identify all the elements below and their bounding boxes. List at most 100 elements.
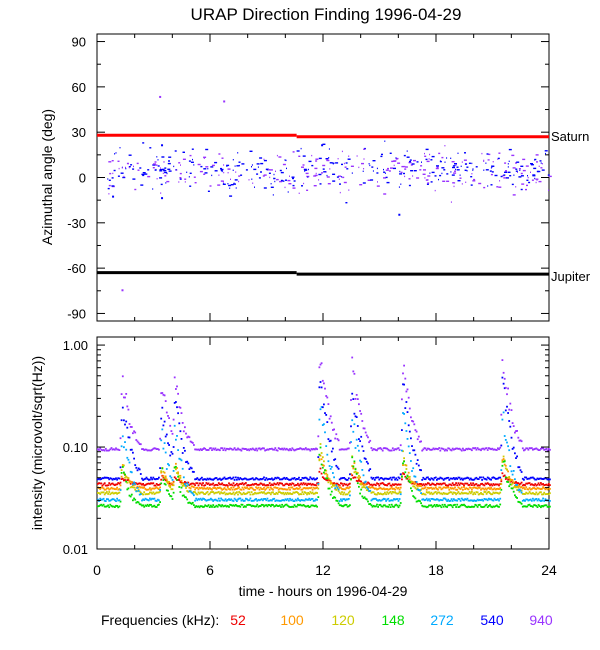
- intensity-point: [228, 448, 230, 451]
- azimuth-point: [108, 161, 112, 163]
- intensity-point: [314, 499, 316, 502]
- intensity-point: [276, 476, 279, 479]
- azimuth-point: [194, 182, 197, 184]
- intensity-point: [506, 480, 508, 483]
- intensity-point: [268, 478, 271, 480]
- azimuth-point: [163, 161, 165, 163]
- intensity-point: [345, 479, 348, 481]
- intensity-point: [139, 493, 142, 495]
- intensity-point: [249, 478, 252, 480]
- intensity-point: [497, 505, 499, 508]
- intensity-point: [153, 493, 156, 495]
- intensity-point: [326, 475, 329, 478]
- intensity-point: [542, 497, 544, 500]
- intensity-point: [498, 476, 500, 479]
- intensity-point: [293, 500, 296, 502]
- intensity-point: [536, 483, 539, 486]
- intensity-point: [423, 499, 426, 502]
- azimuth-point: [436, 166, 439, 168]
- intensity-point: [213, 492, 216, 495]
- azimuth-point: [161, 156, 165, 158]
- azimuth-point: [325, 158, 329, 160]
- azimuth-point: [422, 173, 426, 175]
- intensity-point: [546, 449, 549, 452]
- intensity-point: [317, 484, 320, 486]
- intensity-point: [387, 448, 390, 451]
- intensity-point: [516, 497, 518, 499]
- intensity-point: [337, 502, 340, 505]
- intensity-point: [311, 491, 314, 494]
- intensity-point: [121, 464, 124, 466]
- azimuth-point: [492, 161, 494, 163]
- intensity-point: [500, 480, 503, 483]
- intensity-point: [497, 498, 499, 501]
- intensity-point: [517, 486, 520, 489]
- intensity-point: [441, 447, 444, 450]
- intensity-point: [169, 486, 172, 489]
- intensity-point: [118, 499, 121, 502]
- intensity-point: [150, 491, 152, 494]
- intensity-point: [150, 449, 152, 452]
- intensity-point: [388, 449, 391, 452]
- intensity-point: [159, 437, 161, 440]
- series-100-khz: [97, 454, 551, 491]
- intensity-point: [363, 427, 366, 430]
- intensity-point: [480, 492, 482, 494]
- azimuth-point: [292, 187, 296, 189]
- intensity-tick-label: 1.00: [63, 338, 88, 353]
- intensity-point: [156, 504, 159, 506]
- intensity-point: [369, 439, 372, 442]
- intensity-point: [163, 476, 166, 479]
- intensity-point: [474, 477, 477, 480]
- intensity-point: [240, 499, 243, 502]
- intensity-point: [259, 486, 262, 489]
- azimuth-point: [536, 161, 538, 163]
- intensity-point: [319, 454, 322, 457]
- intensity-point: [413, 485, 416, 488]
- intensity-point: [482, 476, 485, 479]
- intensity-point: [139, 443, 142, 446]
- azimuth-tick-label: -30: [67, 216, 86, 231]
- azimuth-point: [111, 185, 115, 187]
- intensity-point: [178, 475, 181, 477]
- intensity-point: [451, 500, 454, 502]
- intensity-point: [196, 448, 199, 451]
- intensity-point: [498, 499, 500, 502]
- intensity-point: [251, 483, 254, 486]
- intensity-point: [196, 499, 199, 502]
- intensity-point: [99, 447, 102, 450]
- intensity-point: [454, 483, 456, 486]
- intensity-point: [372, 448, 375, 450]
- azimuth-point: [446, 173, 449, 175]
- azimuth-point: [498, 152, 501, 154]
- intensity-point: [271, 477, 273, 480]
- azimuth-point: [428, 158, 430, 160]
- intensity-point: [237, 447, 239, 450]
- intensity-point: [173, 466, 176, 469]
- intensity-point: [356, 480, 359, 483]
- intensity-point: [523, 499, 525, 501]
- azimuth-point: [308, 160, 312, 163]
- intensity-point: [440, 483, 443, 486]
- intensity-point: [398, 504, 401, 507]
- intensity-point: [429, 478, 431, 481]
- intensity-point: [208, 506, 211, 508]
- intensity-x-ticks: 0 6 12 18 24: [93, 337, 557, 578]
- intensity-point: [329, 415, 332, 418]
- intensity-point: [459, 482, 462, 485]
- azimuth-point: [168, 156, 172, 158]
- azimuth-point: [363, 168, 365, 170]
- intensity-point: [446, 477, 448, 479]
- intensity-point: [521, 487, 524, 490]
- intensity-point: [254, 449, 256, 452]
- intensity-point: [454, 486, 456, 489]
- intensity-point: [544, 484, 547, 486]
- intensity-point: [354, 476, 357, 479]
- intensity-point: [485, 478, 488, 481]
- intensity-point: [541, 478, 543, 480]
- intensity-point: [193, 504, 195, 506]
- intensity-point: [332, 472, 334, 474]
- intensity-point: [379, 499, 382, 502]
- intensity-point: [474, 500, 477, 502]
- intensity-point: [481, 479, 483, 481]
